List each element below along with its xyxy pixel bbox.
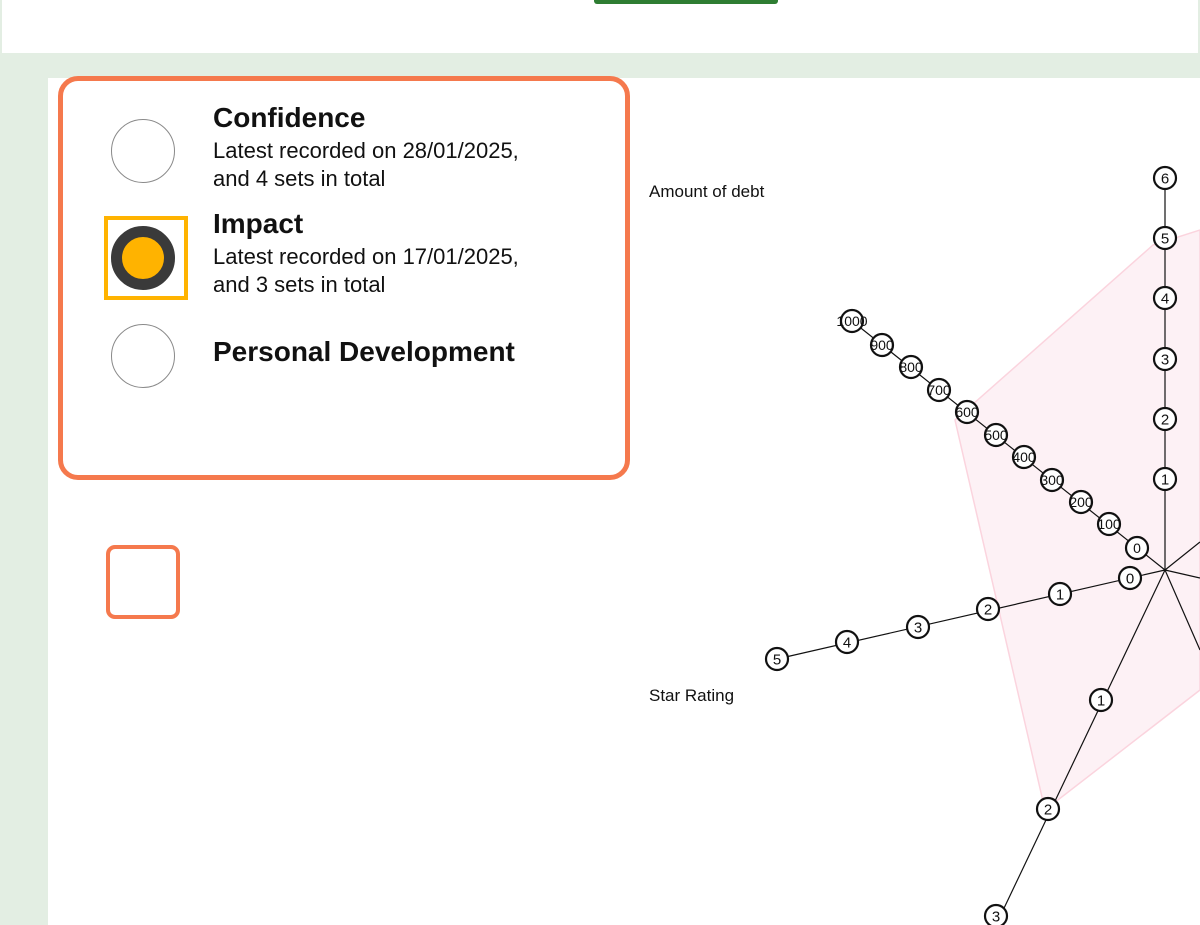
lower-axis-line	[995, 569, 1166, 925]
vertical-axis-tick[interactable]: 6	[1152, 165, 1178, 191]
svg-text:1: 1	[1097, 692, 1105, 709]
star-rating-axis-tick[interactable]: 2	[975, 596, 1001, 622]
active-tab-indicator	[594, 0, 778, 4]
svg-text:500: 500	[984, 427, 1008, 443]
star-rating-axis-tick[interactable]: 5	[764, 646, 790, 672]
personal-development-radio[interactable]	[111, 324, 175, 388]
radar-area	[954, 229, 1200, 812]
lower-axis-tick[interactable]: 2	[1035, 796, 1061, 822]
confidence-latest-recorded: Latest recorded on 28/01/2025,	[213, 138, 519, 163]
checkbox[interactable]	[106, 545, 180, 619]
vertical-axis-tick[interactable]: 1	[1152, 466, 1178, 492]
svg-text:600: 600	[955, 404, 979, 420]
debt-axis-tick[interactable]: 100	[1096, 511, 1122, 537]
confidence-set-count: and 4 sets in total	[213, 166, 386, 191]
star-rating-axis-tick[interactable]: 4	[834, 629, 860, 655]
debt-axis-tick[interactable]: 700	[926, 377, 952, 403]
svg-text:1: 1	[1056, 586, 1064, 603]
lower-axis-tick[interactable]: 3	[983, 903, 1009, 925]
svg-text:5: 5	[773, 651, 781, 668]
confidence-radio[interactable]	[111, 119, 175, 183]
amount-of-debt-label: Amount of debt	[649, 182, 765, 201]
svg-text:3: 3	[1161, 351, 1169, 368]
svg-text:100: 100	[1097, 516, 1121, 532]
vertical-axis-tick[interactable]: 4	[1152, 285, 1178, 311]
right-axis-line	[1164, 569, 1200, 579]
debt-axis-tick[interactable]: 900	[869, 332, 895, 358]
vertical-axis-tick[interactable]: 2	[1152, 406, 1178, 432]
debt-axis-tick[interactable]: 1000	[836, 308, 868, 334]
debt-axis-tick[interactable]: 600	[954, 399, 980, 425]
personal-development-title: Personal Development	[213, 336, 515, 367]
debt-axis-tick[interactable]: 300	[1039, 467, 1065, 493]
star-rating-axis-tick[interactable]: 0	[1117, 565, 1143, 591]
svg-text:6: 6	[1161, 170, 1169, 187]
impact-latest-recorded: Latest recorded on 17/01/2025,	[213, 244, 519, 269]
svg-text:1: 1	[1161, 471, 1169, 488]
svg-text:700: 700	[927, 382, 951, 398]
vertical-axis-tick[interactable]: 5	[1152, 225, 1178, 251]
top-bar	[2, 0, 1198, 53]
impact-set-count: and 3 sets in total	[213, 272, 386, 297]
debt-axis-tick[interactable]: 500	[983, 422, 1009, 448]
debt-axis-tick[interactable]: 400	[1011, 444, 1037, 470]
svg-text:800: 800	[899, 359, 923, 375]
star-rating-axis-tick[interactable]: 1	[1047, 581, 1073, 607]
impact-focus-ring	[104, 216, 188, 300]
star-rating-axis-tick[interactable]: 3	[905, 614, 931, 640]
star-rating-label: Star Rating	[649, 686, 735, 705]
svg-text:2: 2	[1161, 411, 1169, 428]
confidence-title: Confidence	[213, 102, 366, 133]
debt-axis-tick[interactable]: 200	[1068, 489, 1094, 515]
svg-text:4: 4	[843, 634, 851, 651]
svg-text:0: 0	[1133, 540, 1141, 556]
right-lower-axis-line	[1164, 569, 1200, 651]
svg-text:900: 900	[870, 337, 894, 353]
svg-text:1000: 1000	[836, 313, 867, 329]
svg-text:300: 300	[1040, 472, 1064, 488]
svg-text:4: 4	[1161, 290, 1169, 307]
lower-axis-tick[interactable]: 1	[1088, 687, 1114, 713]
debt-axis-tick[interactable]: 800	[898, 354, 924, 380]
svg-text:400: 400	[1012, 449, 1036, 465]
svg-text:5: 5	[1161, 230, 1169, 247]
svg-text:3: 3	[914, 619, 922, 636]
right-upper-axis-line	[1164, 541, 1200, 571]
svg-text:2: 2	[984, 601, 992, 618]
debt-axis-tick[interactable]: 0	[1124, 535, 1150, 561]
impact-title: Impact	[213, 208, 304, 239]
svg-text:2: 2	[1044, 801, 1052, 818]
svg-text:3: 3	[992, 908, 1000, 925]
vertical-axis-tick[interactable]: 3	[1152, 346, 1178, 372]
svg-text:0: 0	[1126, 570, 1134, 587]
svg-text:200: 200	[1069, 494, 1093, 510]
impact-radio[interactable]	[111, 226, 175, 290]
